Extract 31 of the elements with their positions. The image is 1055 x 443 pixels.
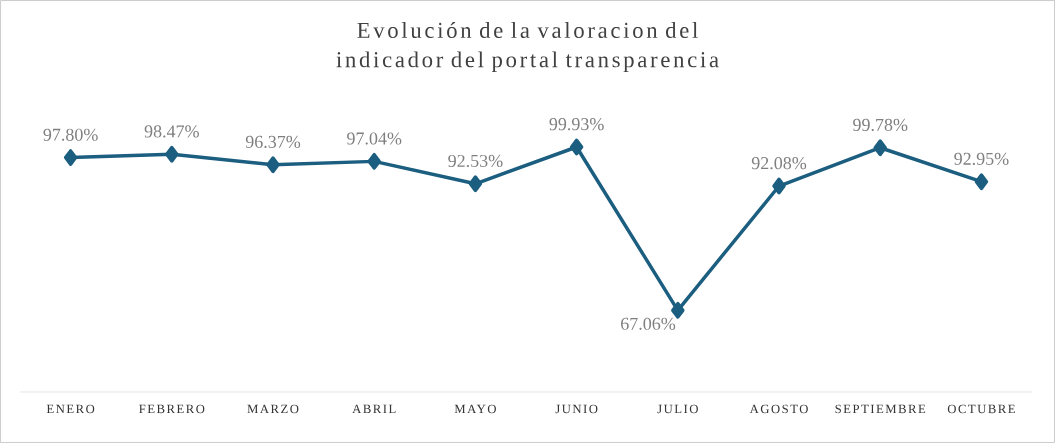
point xyxy=(974,173,989,191)
point xyxy=(367,152,381,170)
data-label: 99.93% xyxy=(549,118,604,131)
point xyxy=(266,156,280,174)
data-label: 99.78% xyxy=(853,118,908,132)
x-tick-label: JUNIO xyxy=(555,404,598,414)
data-label: 67.06% xyxy=(621,317,676,330)
x-tick-label: SEPTIEMBRE xyxy=(835,404,926,414)
point xyxy=(772,177,786,195)
point xyxy=(569,138,584,156)
point xyxy=(671,301,685,319)
point xyxy=(468,175,483,193)
x-tick-label: ENERO xyxy=(46,404,95,414)
data-label: 97.80% xyxy=(43,128,98,141)
x-tick-label: MAYO xyxy=(454,404,496,414)
x-tick-label: FEBRERO xyxy=(139,404,205,414)
x-tick-label: JULIO xyxy=(657,404,698,414)
data-label: 92.95% xyxy=(954,152,1009,165)
chart-title: Evolución de la valoracion del indicador del portal transparencia xyxy=(336,22,719,72)
data-label: 96.37% xyxy=(245,135,301,148)
x-tick-label: MARZO xyxy=(247,404,299,414)
x-tick-label: AGOSTO xyxy=(749,404,808,414)
x-tick-label: ABRIL xyxy=(352,404,396,414)
point xyxy=(873,139,887,157)
point xyxy=(165,145,179,163)
data-label: 97.04% xyxy=(347,132,402,145)
data-label: 92.53% xyxy=(448,154,503,168)
data-label: 92.08% xyxy=(751,157,807,170)
x-tick-label: OCTUBRE xyxy=(947,404,1015,414)
point xyxy=(63,149,78,166)
data-label: 98.47% xyxy=(144,125,199,138)
